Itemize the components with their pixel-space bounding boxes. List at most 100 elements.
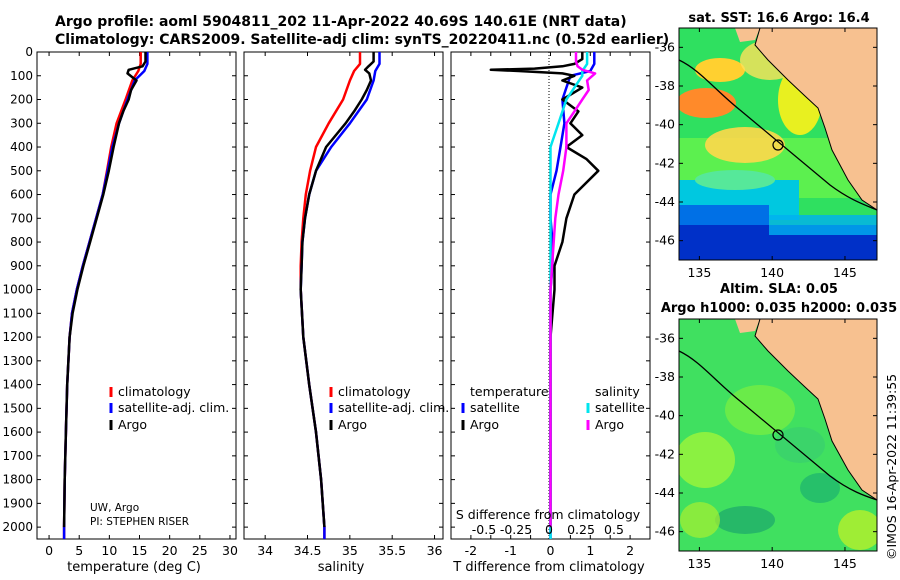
sla-map-subtitle: Argo h1000: 0.035 h2000: 0.035	[661, 301, 897, 316]
annotation-source: UW, Argo	[90, 502, 139, 514]
map-lat-label: -40	[655, 408, 675, 423]
sla-map: Altim. SLA: 0.05 Argo h1000: 0.035 h2000…	[655, 282, 898, 571]
map-lat-label: -46	[655, 233, 675, 248]
sst-map-title: sat. SST: 16.6 Argo: 16.4	[688, 11, 869, 26]
map-lat-label: -44	[655, 194, 675, 209]
temperature-legend: climatology satellite-adj. clim. Argo	[109, 384, 229, 432]
map-lon-label: 145	[833, 556, 857, 571]
x-tick-label: 0	[547, 543, 555, 558]
map-lat-label: -38	[655, 78, 675, 93]
x-tick-label: -1	[504, 543, 516, 558]
temperature-panel: 0100200300400500600700800900100011001200…	[2, 45, 238, 575]
difference-x-ticks: -2 -1 0 1 2	[465, 52, 634, 558]
depth-tick-label: 500	[10, 164, 33, 178]
argo-position-marker	[772, 429, 784, 441]
sla-map-frame	[678, 318, 878, 552]
series-line-t-argo	[489, 52, 600, 528]
legend-s-argo-label: Argo	[595, 417, 624, 432]
s-tick: 0	[545, 522, 553, 537]
x-tick-label: 36	[427, 543, 443, 558]
legend-salinity-title: salinity	[595, 384, 640, 399]
argo-position-marker	[772, 139, 784, 151]
map-lat-label: -44	[655, 485, 675, 500]
legend-climatology-label: climatology	[338, 384, 411, 399]
depth-tick-label: 100	[10, 69, 33, 83]
depth-tick-label: 1300	[2, 354, 33, 368]
sla-map-ticks: 135 140 145 -36 -38 -40 -42 -44 -46	[655, 319, 877, 571]
land-mass	[735, 319, 760, 333]
annotation-pi: PI: STEPHEN RISER	[90, 516, 189, 528]
legend-t-argo-label: Argo	[470, 417, 499, 432]
temperature-x-ticks: 0 5 10 15 20 25 30	[45, 52, 238, 558]
map-lat-label: -38	[655, 369, 675, 384]
legend-t-satellite-label: satellite	[470, 400, 520, 415]
sla-field	[679, 319, 877, 551]
depth-tick-label: 1000	[2, 283, 33, 297]
map-lat-label: -36	[655, 330, 675, 345]
map-lon-label: 135	[687, 265, 711, 280]
difference-top-label: S difference from climatology	[456, 507, 641, 522]
depth-tick-label: 1500	[2, 401, 33, 415]
map-lat-label: -40	[655, 117, 675, 132]
shelf-contour	[679, 59, 877, 211]
imos-credit: ©IMOS 16-Apr-2022 11:39:55	[884, 373, 899, 560]
difference-series	[489, 52, 600, 539]
salinity-x-ticks: 34 34.5 35 35.5 36	[257, 52, 443, 558]
x-tick-label: 2	[626, 543, 634, 558]
legend-climatology-label: climatology	[118, 384, 191, 399]
land-mass	[755, 319, 877, 500]
legend-temperature-title: temperature	[470, 384, 549, 399]
s-tick: 0.5	[604, 522, 624, 537]
depth-tick-label: 800	[10, 235, 33, 249]
salinity-legend: climatology satellite-adj. clim. Argo	[329, 384, 449, 432]
sst-map-frame	[678, 27, 878, 261]
difference-xlabel: T difference from climatology	[452, 560, 645, 575]
depth-tick-label: 600	[10, 188, 33, 202]
legend-satellite-label: satellite-adj. clim.	[118, 400, 229, 415]
legend-argo-label: Argo	[338, 417, 367, 432]
depth-tick-label: 2000	[2, 520, 33, 534]
s-difference-ticks: -0.5 -0.25 0 0.25 0.5	[472, 522, 624, 537]
x-tick-label: 25	[192, 543, 208, 558]
legend-satellite-label: satellite-adj. clim.	[338, 400, 449, 415]
x-tick-label: 15	[132, 543, 148, 558]
map-lon-label: 140	[760, 265, 784, 280]
header-line-1: Argo profile: aoml 5904811_202 11-Apr-20…	[55, 14, 627, 30]
salinity-panel: 34 34.5 35 35.5 36 salinity climatology sate…	[243, 51, 449, 575]
x-tick-label: 34	[257, 543, 273, 558]
difference-panel: -2 -1 0 1 2 T difference from climatology S …	[450, 51, 651, 575]
x-tick-label: 35.5	[378, 543, 406, 558]
series-line-argo	[299, 52, 375, 528]
sla-map-title: Altim. SLA: 0.05	[720, 282, 838, 297]
map-lat-label: -42	[655, 155, 675, 170]
temperature-series	[62, 52, 149, 539]
map-lat-label: -42	[655, 446, 675, 461]
s-tick: -0.25	[500, 522, 532, 537]
temperature-depth-ticks: 0 100 200 300 400 500 600 700 800 900 1000 1100 1200…	[2, 45, 236, 534]
sst-map: sat. SST: 16.6 Argo: 16.4 135 140 145 -36 -3…	[655, 11, 878, 280]
x-tick-label: 10	[101, 543, 117, 558]
depth-tick-label: 1600	[2, 425, 33, 439]
salinity-depth-ticks	[244, 51, 443, 528]
depth-tick-label: 1900	[2, 496, 33, 510]
salinity-diff-legend: salinity satellite Argo	[586, 384, 645, 432]
map-lon-label: 140	[760, 556, 784, 571]
sst-field	[679, 28, 877, 260]
x-tick-label: 20	[162, 543, 178, 558]
shelf-contour	[679, 350, 877, 501]
sst-map-ticks: 135 140 145 -36 -38 -40 -42 -44 -46	[655, 28, 877, 280]
x-tick-label: 0	[45, 543, 53, 558]
depth-tick-label: 400	[10, 140, 33, 154]
depth-tick-label: 900	[10, 259, 33, 273]
map-lat-label: -46	[655, 524, 675, 539]
legend-argo-label: Argo	[118, 417, 147, 432]
depth-tick-label: 0	[25, 45, 33, 59]
depth-tick-label: 1700	[2, 449, 33, 463]
depth-tick-label: 1100	[2, 306, 33, 320]
depth-tick-label: 1800	[2, 473, 33, 487]
x-tick-label: 34.5	[294, 543, 322, 558]
salinity-xlabel: salinity	[318, 560, 365, 575]
depth-tick-label: 1200	[2, 330, 33, 344]
series-line-argo	[62, 52, 147, 528]
